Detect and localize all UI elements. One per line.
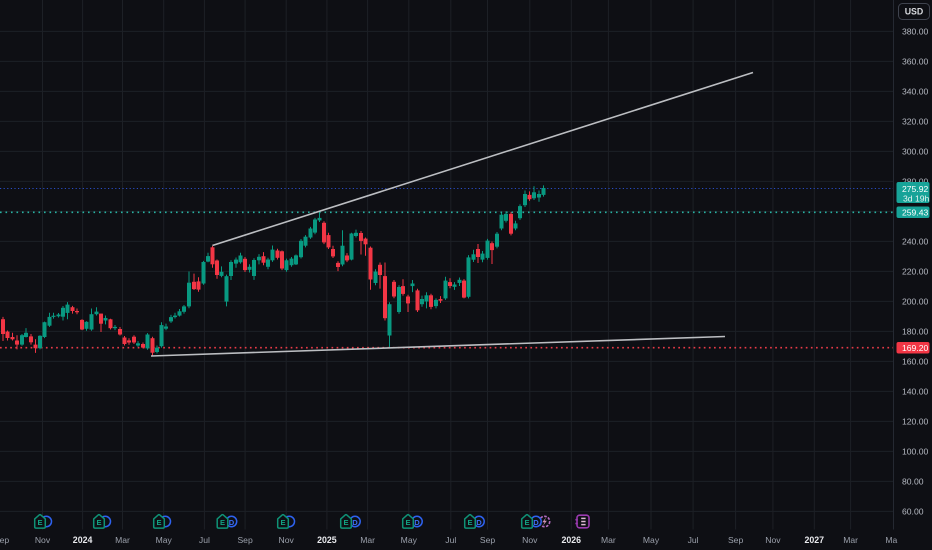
svg-text:300.00: 300.00 xyxy=(902,146,929,156)
svg-text:USD: USD xyxy=(905,7,924,17)
svg-text:120.00: 120.00 xyxy=(902,416,929,426)
svg-text:Nov: Nov xyxy=(765,535,781,545)
svg-text:Mar: Mar xyxy=(360,535,375,545)
svg-text:May: May xyxy=(643,535,660,545)
svg-text:2026: 2026 xyxy=(562,535,582,545)
svg-text:Sep: Sep xyxy=(237,535,253,545)
svg-text:Sep: Sep xyxy=(0,535,9,545)
svg-text:May: May xyxy=(156,535,173,545)
svg-text:320.00: 320.00 xyxy=(902,116,929,126)
svg-text:E: E xyxy=(343,518,348,527)
svg-text:3d 19h: 3d 19h xyxy=(903,194,930,204)
svg-text:E: E xyxy=(96,518,101,527)
svg-text:E: E xyxy=(37,518,42,527)
svg-text:E: E xyxy=(405,518,410,527)
svg-text:80.00: 80.00 xyxy=(902,476,924,486)
svg-text:May: May xyxy=(401,535,418,545)
svg-text:E: E xyxy=(156,518,161,527)
svg-text:D: D xyxy=(229,518,235,527)
svg-text:Nov: Nov xyxy=(522,535,538,545)
svg-text:E: E xyxy=(280,518,285,527)
svg-text:160.00: 160.00 xyxy=(902,356,929,366)
svg-text:Sep: Sep xyxy=(480,535,496,545)
svg-text:275.92: 275.92 xyxy=(902,184,929,194)
svg-text:220.00: 220.00 xyxy=(902,266,929,276)
svg-text:200.00: 200.00 xyxy=(902,296,929,306)
svg-text:Nov: Nov xyxy=(279,535,295,545)
svg-text:D: D xyxy=(352,518,358,527)
svg-text:280.00: 280.00 xyxy=(902,176,929,186)
svg-text:360.00: 360.00 xyxy=(902,56,929,66)
svg-text:380.00: 380.00 xyxy=(902,26,929,36)
svg-text:259.43: 259.43 xyxy=(902,208,929,218)
svg-text:E: E xyxy=(467,518,472,527)
svg-text:Mar: Mar xyxy=(843,535,858,545)
svg-text:E: E xyxy=(524,518,529,527)
svg-text:D: D xyxy=(414,518,420,527)
svg-text:Mar: Mar xyxy=(601,535,616,545)
svg-text:Mar: Mar xyxy=(115,535,130,545)
svg-text:2027: 2027 xyxy=(805,535,825,545)
svg-text:2024: 2024 xyxy=(73,535,93,545)
svg-text:180.00: 180.00 xyxy=(902,326,929,336)
svg-text:Ma: Ma xyxy=(885,535,897,545)
svg-text:Jul: Jul xyxy=(688,535,699,545)
svg-text:340.00: 340.00 xyxy=(902,86,929,96)
svg-text:D: D xyxy=(476,518,482,527)
svg-text:240.00: 240.00 xyxy=(902,236,929,246)
svg-text:D: D xyxy=(533,518,539,527)
svg-text:140.00: 140.00 xyxy=(902,386,929,396)
svg-text:Nov: Nov xyxy=(35,535,51,545)
svg-text:Jul: Jul xyxy=(445,535,456,545)
svg-text:169.20: 169.20 xyxy=(902,343,929,353)
svg-text:Jul: Jul xyxy=(199,535,210,545)
svg-text:100.00: 100.00 xyxy=(902,446,929,456)
svg-text:60.00: 60.00 xyxy=(902,506,924,516)
svg-text:2025: 2025 xyxy=(317,535,337,545)
svg-text:E: E xyxy=(220,518,225,527)
svg-text:Sep: Sep xyxy=(728,535,744,545)
